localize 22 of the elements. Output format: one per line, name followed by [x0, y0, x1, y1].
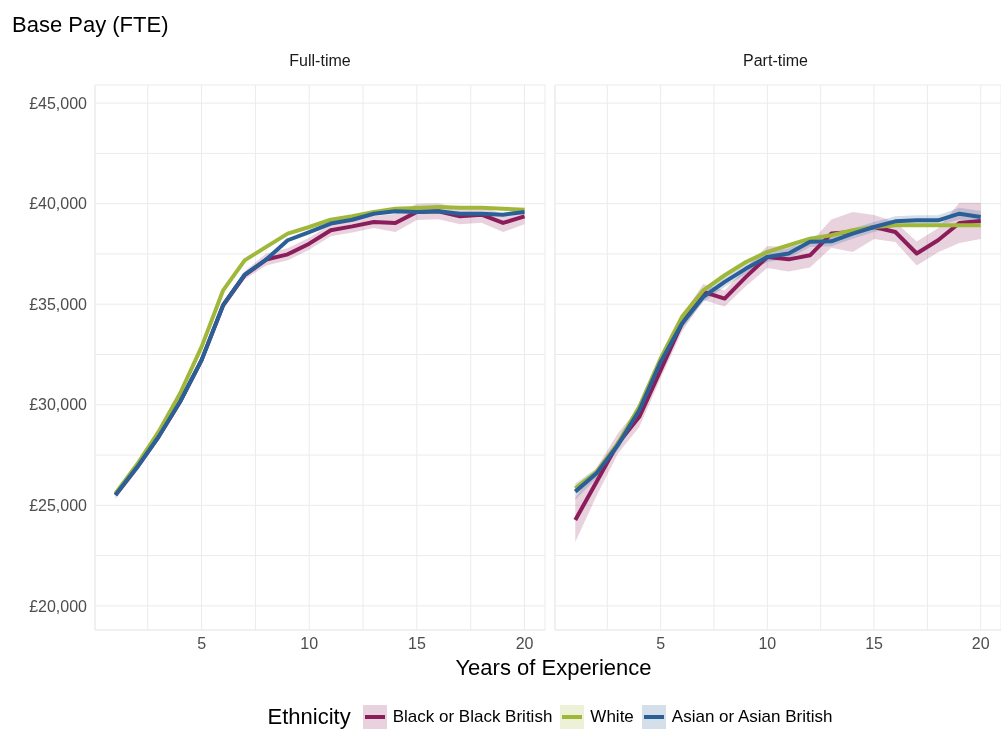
legend-title: Ethnicity [267, 704, 351, 730]
legend-label: White [590, 707, 634, 727]
legend-label: Asian or Asian British [671, 707, 833, 727]
x-tick-label: 15 [407, 635, 426, 653]
y-tick-label: £40,000 [29, 195, 88, 213]
x-tick-label: 20 [971, 635, 990, 653]
x-axis-title: Years of Experience [454, 655, 653, 681]
legend-label: Black or Black British [392, 707, 553, 727]
chart-title: Part-time [742, 52, 809, 70]
y-tick-label: £25,000 [29, 496, 88, 514]
y-tick-label: £35,000 [29, 295, 88, 313]
y-tick-label: £45,000 [29, 94, 88, 112]
x-tick-label: 5 [656, 635, 666, 653]
chart-title: Base Pay (FTE) [12, 12, 169, 38]
x-tick-label: 10 [758, 635, 777, 653]
x-tick-label: 15 [865, 635, 884, 653]
y-tick-label: £30,000 [29, 396, 88, 414]
x-tick-label: 20 [515, 635, 534, 653]
x-tick-label: 5 [197, 635, 207, 653]
y-tick-label: £20,000 [29, 597, 88, 615]
x-tick-label: 10 [300, 635, 319, 653]
chart-subtitle: Full-time [288, 52, 352, 70]
